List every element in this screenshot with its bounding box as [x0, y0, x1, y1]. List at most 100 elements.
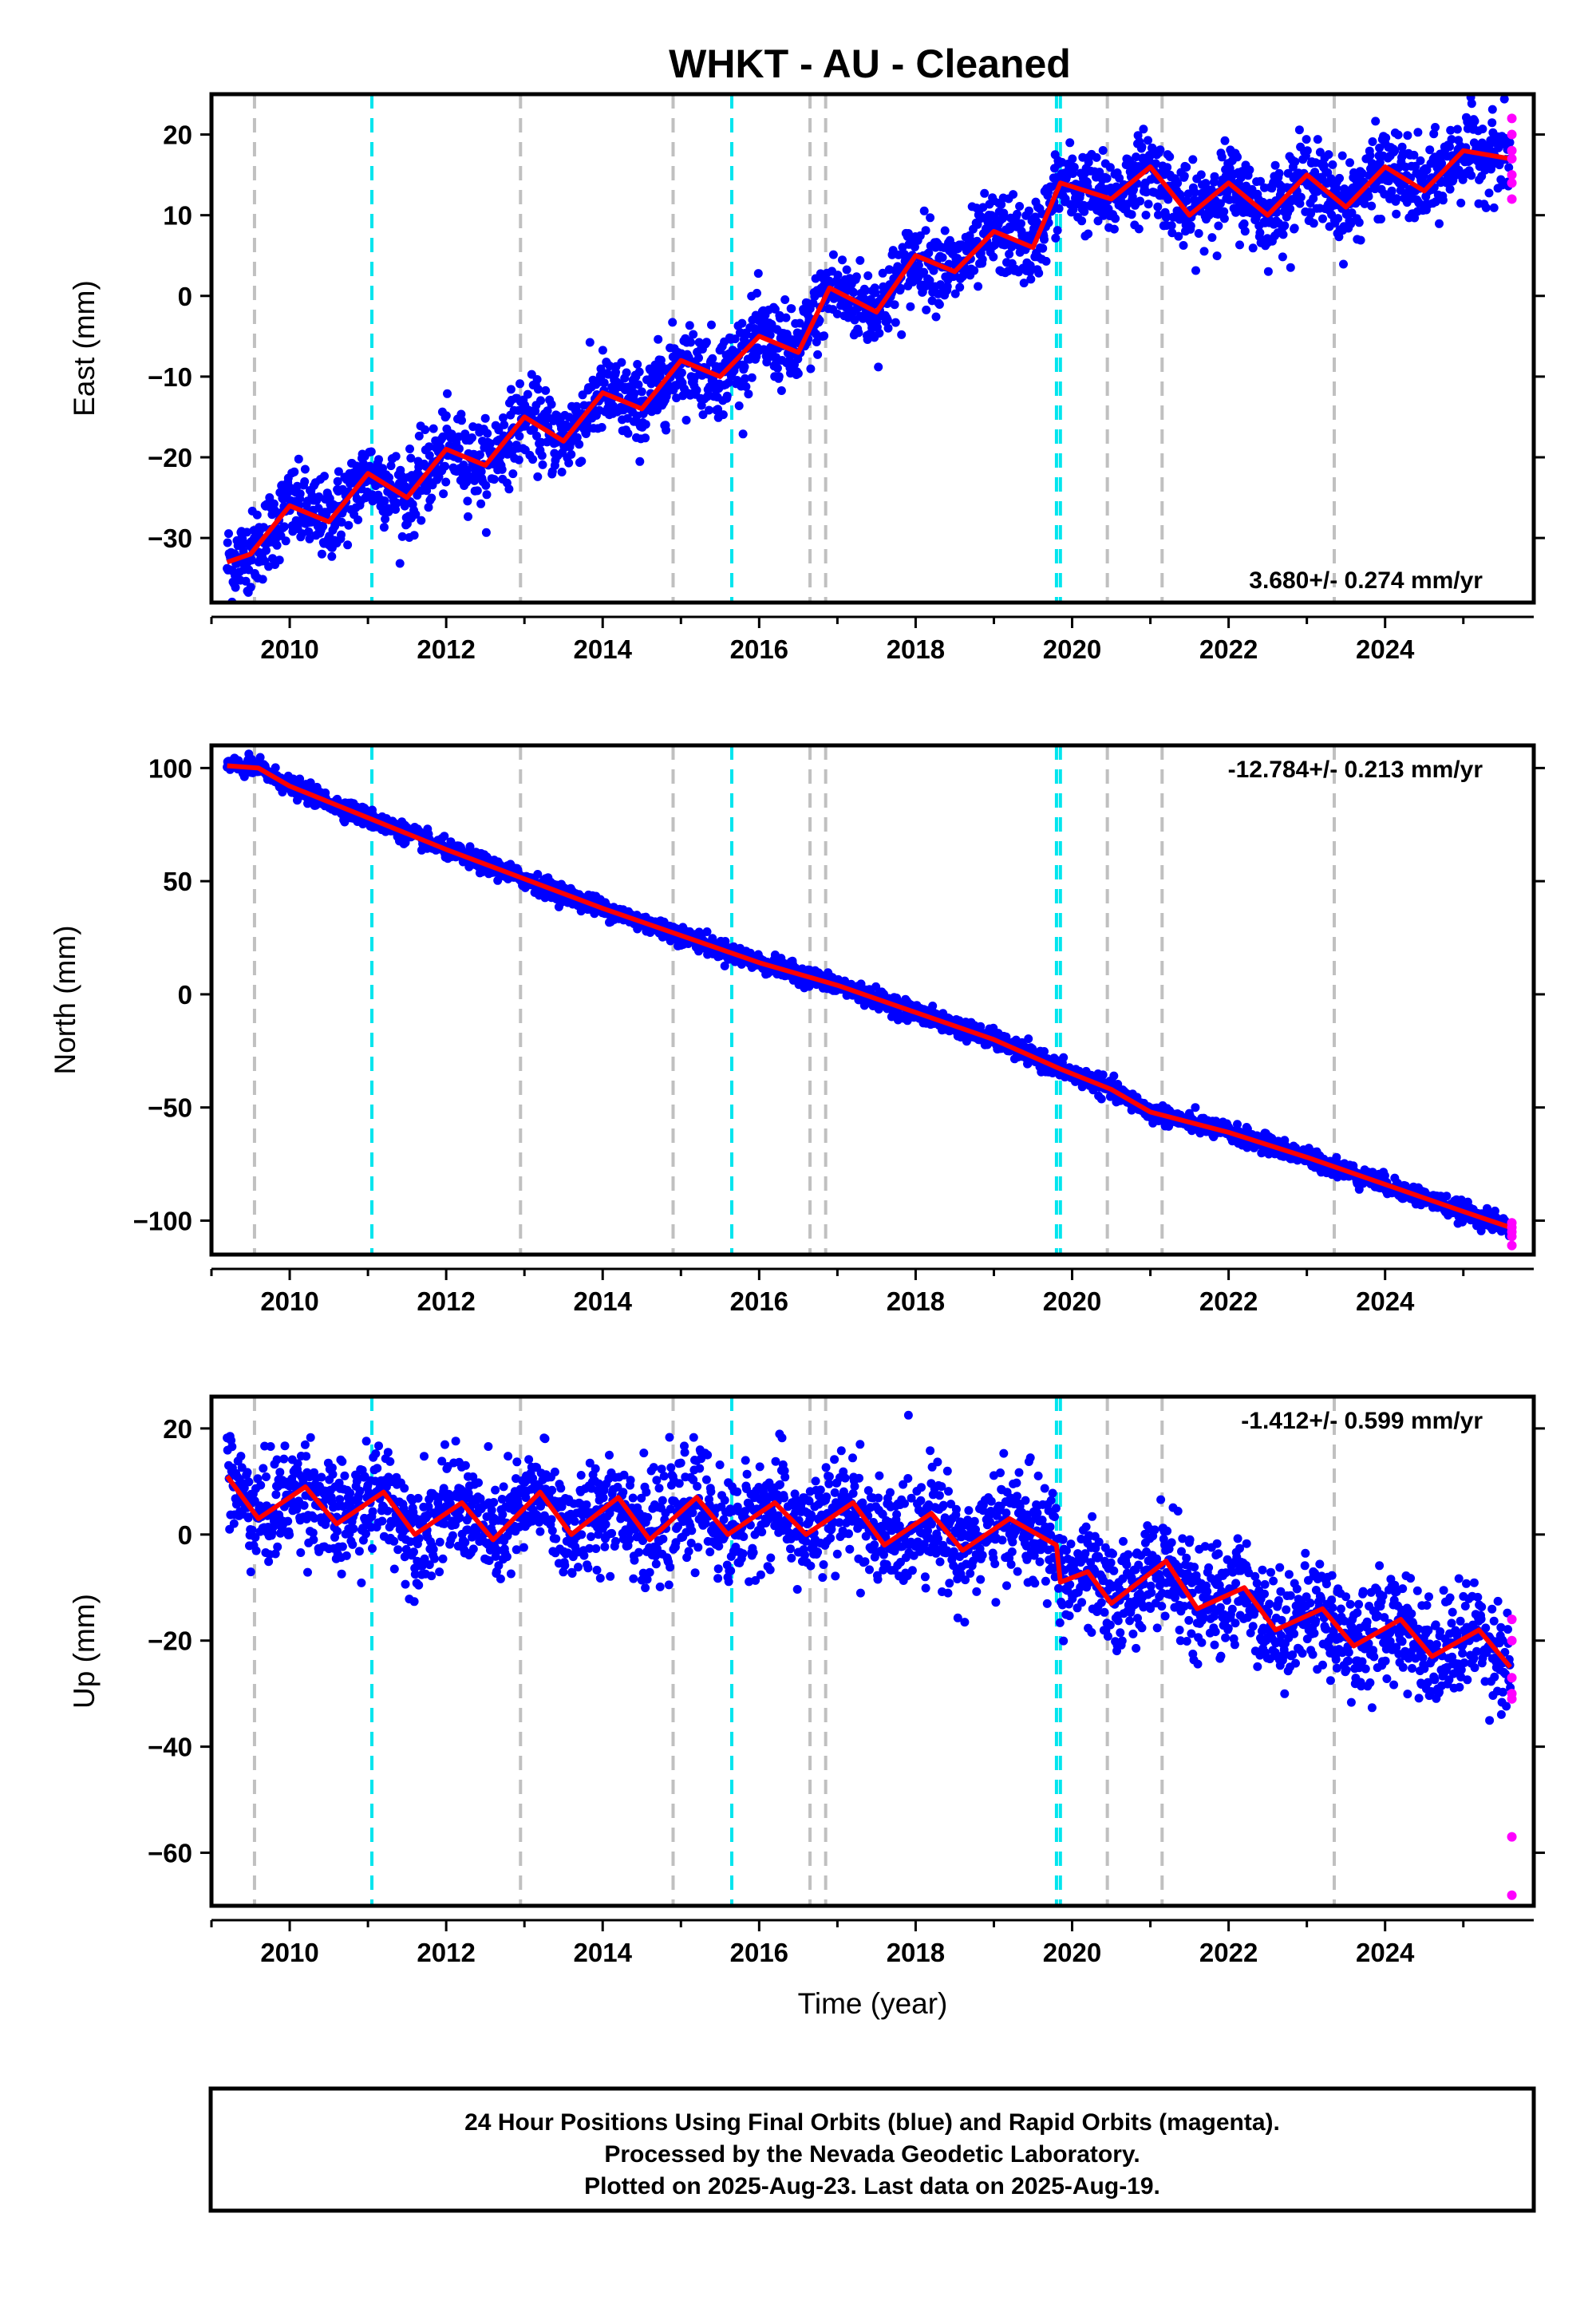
final-orbit-point — [1219, 207, 1229, 216]
final-orbit-point — [337, 530, 346, 539]
final-orbit-point — [439, 489, 448, 499]
final-orbit-point — [1144, 200, 1153, 209]
final-orbit-point — [1095, 168, 1104, 177]
final-orbit-point — [1306, 209, 1316, 219]
final-orbit-point — [1204, 211, 1214, 220]
final-orbit-point — [685, 321, 694, 330]
final-orbit-point — [482, 490, 492, 500]
final-orbit-point — [722, 391, 732, 401]
final-orbit-point — [1151, 159, 1160, 168]
final-orbit-point — [1337, 151, 1347, 160]
final-orbit-point — [1235, 240, 1244, 250]
final-orbit-point — [919, 206, 929, 215]
final-orbit-point — [1212, 251, 1222, 261]
final-orbit-point — [438, 432, 448, 441]
final-orbit-point — [532, 375, 542, 384]
final-orbit-point — [443, 389, 452, 398]
model-fit-line — [226, 148, 1511, 565]
final-orbit-point — [1290, 157, 1300, 167]
rapid-orbit-point — [1507, 145, 1517, 156]
x-tick-label: 2020 — [1043, 634, 1101, 664]
final-orbit-point — [734, 401, 744, 410]
final-orbit-point — [737, 318, 747, 328]
final-orbit-point — [1136, 196, 1145, 206]
final-orbit-point — [1487, 118, 1497, 128]
final-orbit-point — [330, 522, 339, 531]
final-orbit-point — [1334, 232, 1344, 242]
final-orbit-point — [1099, 211, 1108, 220]
final-orbit-point — [1409, 150, 1419, 160]
final-orbit-point — [851, 272, 861, 282]
final-orbit-point — [955, 283, 965, 292]
final-orbit-point — [762, 358, 772, 367]
y-tick-label: 20 — [163, 121, 192, 150]
final-orbit-point — [533, 385, 543, 394]
final-orbit-point — [1013, 209, 1021, 219]
final-orbit-point — [1145, 152, 1155, 161]
final-orbit-point — [344, 520, 354, 530]
final-orbit-point — [883, 315, 892, 325]
final-orbit-point — [938, 253, 947, 263]
x-tick-label: 2022 — [1199, 634, 1258, 664]
final-orbit-point — [485, 439, 495, 449]
final-orbit-point — [247, 555, 256, 565]
final-orbit-point — [1504, 163, 1514, 172]
final-orbit-point — [440, 461, 449, 471]
final-orbit-point — [919, 267, 929, 277]
final-orbit-point — [483, 429, 492, 438]
final-orbit-point — [1346, 219, 1356, 228]
final-orbit-point — [1445, 142, 1454, 152]
final-orbit-point — [1233, 152, 1242, 162]
final-orbit-point — [374, 455, 383, 464]
final-orbit-point — [1038, 243, 1048, 253]
final-orbit-point — [1068, 154, 1077, 164]
final-orbit-point — [906, 302, 915, 311]
final-orbit-point — [1127, 210, 1136, 219]
final-orbit-point — [1077, 216, 1087, 226]
final-orbit-point — [475, 450, 484, 460]
final-orbit-point — [1255, 228, 1265, 238]
final-orbit-point — [252, 510, 262, 520]
final-orbit-point — [366, 447, 376, 456]
final-orbit-point — [924, 248, 934, 258]
final-orbit-point — [934, 300, 944, 309]
final-orbit-point — [915, 231, 925, 240]
final-orbit-point — [1154, 210, 1163, 219]
final-orbit-point — [698, 410, 708, 420]
final-orbit-point — [623, 429, 633, 438]
x-tick-label: 2018 — [887, 634, 945, 664]
final-orbit-point — [742, 330, 751, 339]
final-orbit-point — [585, 338, 595, 347]
final-orbit-point — [384, 507, 393, 516]
final-orbit-point — [1416, 156, 1425, 165]
final-orbit-point — [533, 472, 543, 481]
final-orbit-point — [635, 456, 645, 466]
final-orbit-point — [1437, 159, 1447, 168]
final-orbit-point — [926, 213, 935, 223]
final-orbit-point — [1438, 196, 1448, 205]
final-orbit-point — [974, 282, 983, 291]
final-orbit-point — [1324, 150, 1333, 160]
rapid-orbit-point — [1507, 153, 1517, 164]
final-orbit-point — [1332, 184, 1341, 193]
plot-area — [223, 745, 1517, 1255]
final-orbit-point — [422, 486, 432, 496]
final-orbit-point — [1025, 261, 1035, 271]
final-orbit-point — [1137, 142, 1147, 152]
final-orbit-point — [1467, 99, 1476, 109]
final-orbit-point — [713, 405, 723, 414]
final-orbit-point — [1220, 136, 1230, 145]
final-orbit-point — [842, 265, 851, 275]
final-orbit-point — [1447, 135, 1456, 144]
final-orbit-point — [1156, 145, 1165, 155]
final-orbit-point — [1115, 173, 1124, 183]
final-orbit-point — [928, 1002, 938, 1010]
final-orbit-point — [425, 451, 434, 460]
final-orbit-point — [1207, 233, 1217, 243]
final-orbit-point — [705, 405, 713, 415]
final-orbit-point — [1335, 173, 1344, 183]
final-orbit-point — [1422, 165, 1432, 175]
final-orbit-point — [1025, 267, 1035, 277]
final-orbit-point — [812, 338, 821, 346]
final-orbit-point — [1309, 219, 1318, 228]
